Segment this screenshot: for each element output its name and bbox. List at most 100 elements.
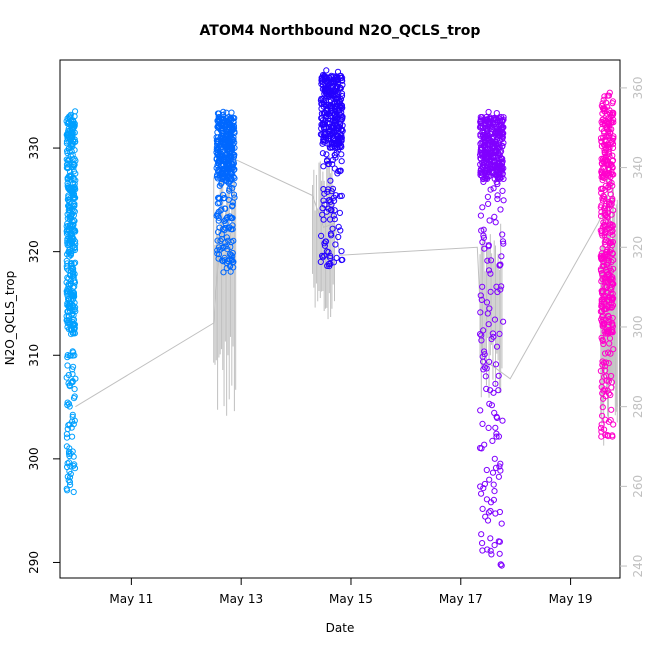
right-tick-label: 260 [631,475,645,498]
data-point [329,156,336,164]
data-point [598,421,605,428]
data-point [71,283,78,290]
data-point [488,402,495,409]
data-point [327,252,334,260]
data-point [335,168,342,175]
data-point [68,331,75,338]
data-point [215,110,222,117]
data-point [610,257,617,264]
data-point [608,286,615,293]
data-point [71,386,78,393]
data-point [323,67,330,74]
data-point [598,169,606,176]
data-point [338,77,345,84]
data-point [479,283,486,290]
data-point [338,132,345,139]
data-point [331,117,338,124]
y-tick-label: 320 [27,240,41,263]
data-point [215,255,222,262]
data-point [319,150,326,157]
data-point [609,432,616,439]
data-point [494,288,501,296]
data-point [317,258,324,265]
data-point [480,226,487,233]
data-point [498,253,505,260]
data-point [64,399,71,406]
data-point [483,365,490,372]
data-point [602,350,609,357]
data-point [68,379,75,386]
data-point [214,200,221,207]
data-point [71,461,78,468]
data-point [223,234,230,241]
data-point [599,321,606,328]
data-point [485,108,492,116]
data-point [483,385,490,392]
data-point [70,186,77,193]
data-point [499,187,506,194]
data-point [480,178,487,185]
points-layer [63,67,617,569]
data-point [492,464,500,471]
data-point [231,175,238,182]
data-point [67,142,74,149]
data-point [479,239,486,246]
data-point [481,441,488,448]
data-point [491,114,498,122]
data-point [68,231,75,238]
data-point [338,104,345,112]
data-point [603,99,610,106]
data-point [218,134,225,141]
data-point [497,467,504,474]
data-point [327,113,334,120]
data-point [496,330,503,337]
data-point [319,205,326,212]
data-point [334,138,341,145]
data-point [605,390,613,397]
data-point [326,141,333,148]
data-point [338,248,345,255]
data-point [214,247,221,254]
data-point [483,116,490,123]
data-point [492,380,499,387]
data-point [605,433,612,440]
x-tick-label: May 11 [109,592,153,606]
data-point [606,335,614,342]
data-point [326,263,333,270]
data-point [608,168,615,175]
data-point [66,113,73,120]
data-point [216,174,223,181]
data-point [228,123,236,130]
data-point [494,192,501,199]
data-point [492,510,499,517]
data-point [63,138,71,145]
data-point [479,129,486,136]
data-point [330,259,337,266]
y-tick-label: 330 [27,137,41,160]
data-point [488,336,495,343]
data-point [496,538,503,545]
data-point [605,360,612,367]
data-point [325,124,332,131]
data-point [606,200,613,207]
data-point [222,243,229,250]
data-point [609,112,616,119]
data-point [223,260,231,267]
data-point [219,191,227,198]
data-point [600,128,608,135]
data-point [481,348,488,355]
data-point [215,168,222,175]
data-point [221,217,228,225]
data-point [66,246,73,254]
data-point [322,97,329,104]
data-point [500,318,507,325]
data-point [319,252,326,259]
data-point [327,254,334,261]
data-point [600,164,607,171]
data-point [226,187,233,194]
data-point [327,84,334,91]
data-point [222,123,229,131]
data-point [330,134,338,141]
data-point [64,401,71,409]
